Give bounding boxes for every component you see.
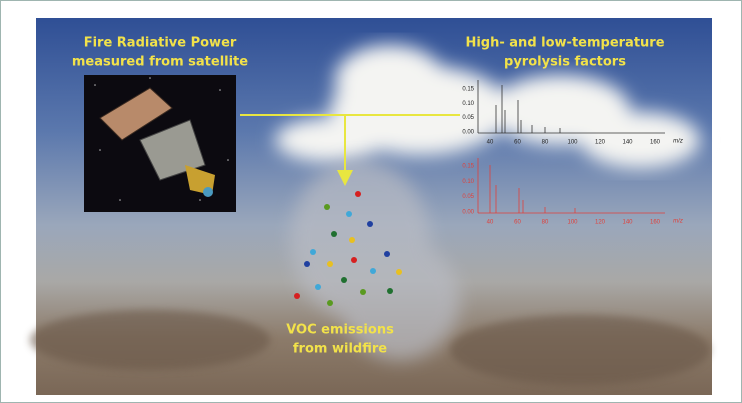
x-tick-label: 40	[487, 220, 494, 226]
left-subtitle: measured from satellite	[72, 55, 248, 70]
page: Fire Radiative Power measured from satel…	[0, 0, 742, 403]
x-tick-label: 120	[595, 220, 606, 226]
x-tick-label: 60	[514, 220, 521, 226]
graphic: Fire Radiative Power measured from satel…	[0, 0, 742, 403]
y-tick-label: 0.00	[462, 210, 474, 216]
y-tick-label: 0.05	[462, 115, 474, 121]
y-tick-label: 0.05	[462, 194, 474, 200]
x-axis-label: m/z	[673, 139, 683, 145]
bottom-subtitle: from wildfire	[293, 342, 387, 357]
x-tick-label: 80	[542, 140, 549, 146]
x-tick-label: 140	[622, 140, 633, 146]
x-tick-label: 100	[567, 220, 578, 226]
x-tick-label: 60	[514, 140, 521, 146]
x-tick-label: 140	[622, 220, 633, 226]
x-tick-label: 40	[487, 140, 494, 146]
x-tick-label: 100	[567, 140, 578, 146]
bottom-title: VOC emissions	[286, 323, 394, 338]
y-tick-label: 0.15	[462, 87, 474, 93]
x-tick-label: 160	[650, 140, 661, 146]
right-subtitle: pyrolysis factors	[504, 55, 626, 70]
right-title: High- and low-temperature	[465, 36, 664, 51]
x-tick-label: 80	[542, 220, 549, 226]
left-title: Fire Radiative Power	[84, 36, 237, 51]
satellite-image	[84, 75, 236, 212]
x-tick-label: 120	[595, 140, 606, 146]
x-axis-label: m/z	[673, 219, 683, 225]
y-tick-label: 0.15	[462, 164, 474, 170]
y-tick-label: 0.10	[462, 101, 474, 107]
y-tick-label: 0.00	[462, 130, 474, 136]
x-tick-label: 160	[650, 220, 661, 226]
y-tick-label: 0.10	[462, 179, 474, 185]
